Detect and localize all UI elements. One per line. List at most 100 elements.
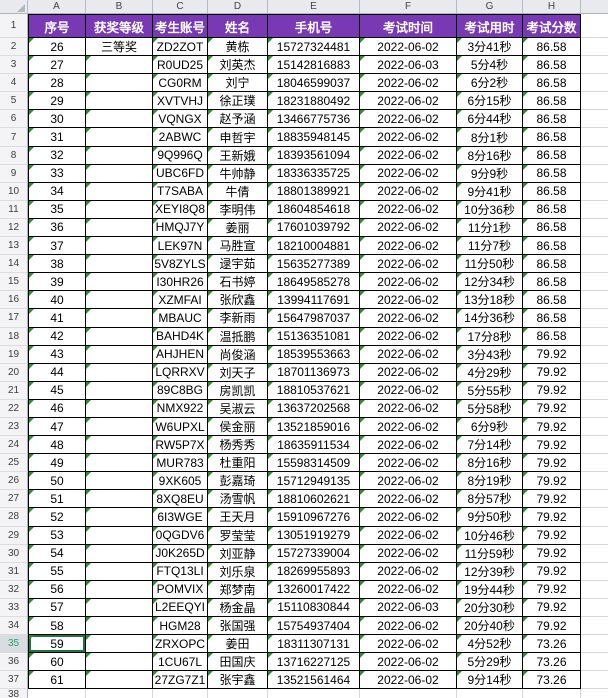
cell-D35[interactable]: 姜田 — [208, 635, 268, 654]
cell-A1-title-xuhao[interactable]: 序号 — [28, 14, 86, 38]
cell-G20[interactable]: 4分29秒 — [457, 363, 523, 382]
cell-F27[interactable]: 2022-06-02 — [360, 490, 457, 509]
cell-C28[interactable]: 6I3WGE — [153, 508, 208, 527]
cell-H7[interactable]: 86.58 — [523, 128, 581, 147]
cell-F25[interactable]: 2022-06-02 — [360, 454, 457, 473]
cell-G33[interactable]: 20分30秒 — [457, 598, 523, 617]
row-header-16[interactable]: 16 — [0, 291, 28, 310]
cell-B11[interactable] — [86, 200, 153, 219]
cell-E26[interactable]: 15712949135 — [268, 472, 360, 491]
cell-B36[interactable] — [86, 653, 153, 672]
cell-I30[interactable] — [581, 544, 608, 563]
cell-C14[interactable]: 5V8ZYLS — [153, 255, 208, 274]
cell-C20[interactable]: LQRRXV — [153, 363, 208, 382]
cell-A23[interactable]: 47 — [28, 417, 86, 437]
row-header-38[interactable]: 38 — [0, 689, 28, 698]
cell-C24[interactable]: RW5P7X — [153, 436, 208, 455]
cell-C34[interactable]: HGM28 — [153, 617, 208, 636]
cell-C25[interactable]: MUR783 — [153, 454, 208, 473]
cell-C5[interactable]: XVTVHJ — [153, 92, 208, 111]
cell-F21[interactable]: 2022-06-02 — [360, 381, 457, 400]
cell-D14[interactable]: 逯宇茹 — [208, 255, 268, 274]
cell-H25[interactable]: 79.92 — [523, 454, 581, 473]
cell-E21[interactable]: 18810537621 — [268, 381, 360, 400]
column-header-B[interactable]: B — [86, 0, 153, 13]
cell-F31[interactable]: 2022-06-02 — [360, 562, 457, 581]
cell-B26[interactable] — [86, 472, 153, 491]
cell-D15[interactable]: 石书婷 — [208, 273, 268, 292]
cell-B15[interactable] — [86, 273, 153, 292]
cell-D1-title-xingming[interactable]: 姓名 — [208, 14, 268, 38]
cell-B27[interactable] — [86, 490, 153, 509]
cell-H17[interactable]: 86.58 — [523, 309, 581, 328]
column-header-A[interactable]: A — [28, 0, 86, 13]
cell-G35[interactable]: 4分52秒 — [457, 635, 523, 654]
cell-D17[interactable]: 李新雨 — [208, 309, 268, 328]
column-header-H[interactable]: H — [523, 0, 581, 13]
cell-I31[interactable] — [581, 562, 608, 581]
cell-H10[interactable]: 86.58 — [523, 182, 581, 201]
cell-I15[interactable] — [581, 273, 608, 292]
cell-H5[interactable]: 86.58 — [523, 92, 581, 111]
cell-G25[interactable]: 8分16秒 — [457, 454, 523, 473]
cell-E30[interactable]: 15727339004 — [268, 544, 360, 563]
row-header-19[interactable]: 19 — [0, 345, 28, 364]
cell-A6[interactable]: 30 — [28, 110, 86, 129]
cell-D10[interactable]: 牛倩 — [208, 182, 268, 201]
cell-A14[interactable]: 38 — [28, 255, 86, 274]
cell-G27[interactable]: 8分57秒 — [457, 490, 523, 509]
cell-I38[interactable] — [581, 689, 608, 698]
cell-E22[interactable]: 13637202568 — [268, 399, 360, 418]
cell-G14[interactable]: 11分50秒 — [457, 255, 523, 274]
cell-F8[interactable]: 2022-06-02 — [360, 146, 457, 165]
cell-E29[interactable]: 13051919279 — [268, 526, 360, 545]
cell-H29[interactable]: 79.92 — [523, 526, 581, 545]
cell-D6[interactable]: 赵予涵 — [208, 110, 268, 129]
cell-D13[interactable]: 马胜宣 — [208, 237, 268, 256]
cell-I24[interactable] — [581, 436, 608, 455]
cell-I8[interactable] — [581, 146, 608, 165]
cell-D16[interactable]: 张欣鑫 — [208, 291, 268, 310]
cell-F26[interactable]: 2022-06-02 — [360, 472, 457, 491]
cell-C11[interactable]: XEYI8Q8 — [153, 200, 208, 219]
cell-B23[interactable] — [86, 417, 153, 437]
cell-E10[interactable]: 18801389921 — [268, 182, 360, 201]
cell-I12[interactable] — [581, 218, 608, 238]
cell-F30[interactable]: 2022-06-02 — [360, 544, 457, 563]
cell-G16[interactable]: 13分18秒 — [457, 291, 523, 310]
cell-A27[interactable]: 51 — [28, 490, 86, 509]
cell-A8[interactable]: 32 — [28, 146, 86, 165]
cell-A31[interactable]: 55 — [28, 562, 86, 581]
cell-E4[interactable]: 18046599037 — [268, 74, 360, 93]
cell-E17[interactable]: 15647987037 — [268, 309, 360, 328]
cell-F5[interactable]: 2022-06-02 — [360, 92, 457, 111]
cell-E19[interactable]: 18539553663 — [268, 345, 360, 364]
cell-A12[interactable]: 36 — [28, 218, 86, 238]
cell-A19[interactable]: 43 — [28, 345, 86, 364]
row-header-26[interactable]: 26 — [0, 472, 28, 491]
cell-D25[interactable]: 杜重阳 — [208, 454, 268, 473]
cell-A10[interactable]: 34 — [28, 182, 86, 201]
cell-D7[interactable]: 申哲宇 — [208, 128, 268, 147]
cell-I32[interactable] — [581, 580, 608, 599]
cell-E18[interactable]: 15136351081 — [268, 327, 360, 346]
cell-G21[interactable]: 5分55秒 — [457, 381, 523, 400]
cell-B28[interactable] — [86, 508, 153, 527]
cell-B13[interactable] — [86, 237, 153, 256]
cell-D18[interactable]: 温抵鹏 — [208, 327, 268, 346]
cell-F4[interactable]: 2022-06-02 — [360, 74, 457, 93]
cell-G31[interactable]: 12分39秒 — [457, 562, 523, 581]
row-header-15[interactable]: 15 — [0, 273, 28, 292]
cell-E5[interactable]: 18231880492 — [268, 92, 360, 111]
cell-F36[interactable]: 2022-06-02 — [360, 653, 457, 672]
cell-D26[interactable]: 彭嘉琦 — [208, 472, 268, 491]
cell-G5[interactable]: 6分15秒 — [457, 92, 523, 111]
cell-C18[interactable]: BAHD4K — [153, 327, 208, 346]
cell-I27[interactable] — [581, 490, 608, 509]
cell-F32[interactable]: 2022-06-02 — [360, 580, 457, 599]
cell-E35[interactable]: 18311307131 — [268, 635, 360, 654]
row-header-8[interactable]: 8 — [0, 146, 28, 165]
cell-D38[interactable] — [208, 689, 268, 698]
cell-C8[interactable]: 9Q996Q — [153, 146, 208, 165]
cell-H20[interactable]: 79.92 — [523, 363, 581, 382]
